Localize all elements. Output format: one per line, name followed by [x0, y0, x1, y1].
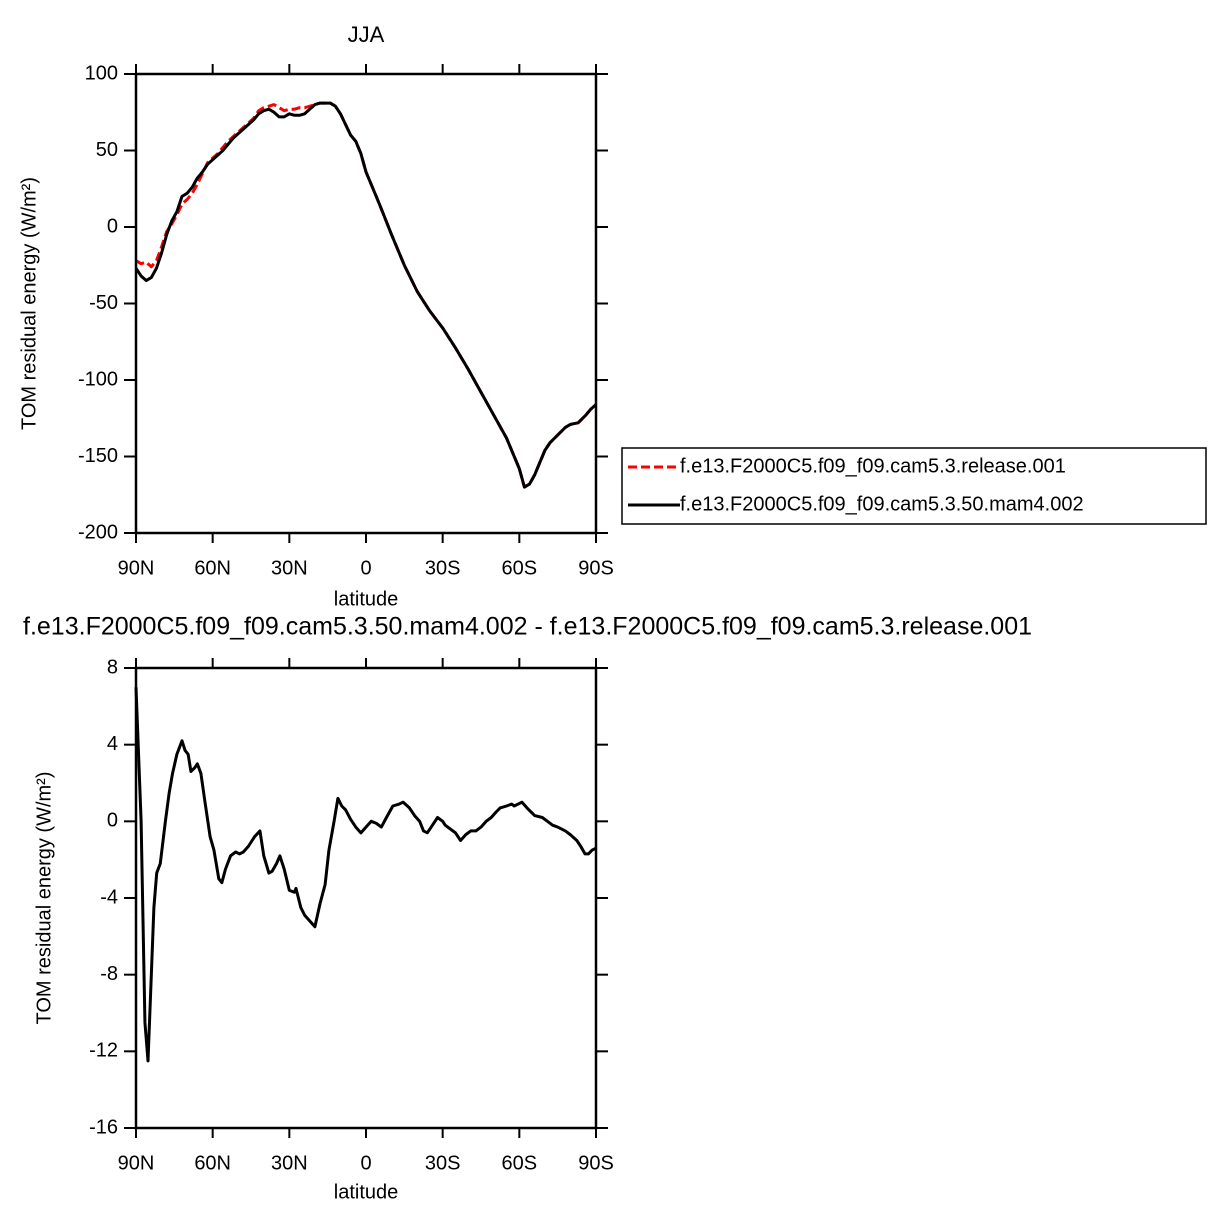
y-axis-label: TOM residual energy (W/m²)	[33, 771, 55, 1024]
legend-box	[621, 447, 1207, 525]
x-tick-label: 90N	[118, 1152, 155, 1174]
x-tick-label: 60S	[502, 1152, 538, 1174]
x-axis-label: latitude	[334, 588, 399, 610]
y-tick-label: -16	[89, 1116, 118, 1138]
legend-label: f.e13.F2000C5.f09_f09.cam5.3.50.mam4.002	[680, 493, 1084, 515]
y-tick-label: -150	[78, 445, 118, 467]
y-tick-label: -8	[100, 963, 118, 985]
y-tick-label: -200	[78, 521, 118, 543]
plot-frame	[134, 666, 598, 1130]
y-tick-label: -50	[89, 292, 118, 314]
x-tick-label: 30N	[271, 557, 308, 579]
x-tick-label: 0	[360, 557, 371, 579]
x-tick-label: 30N	[271, 1152, 308, 1174]
x-tick-label: 90S	[578, 1152, 614, 1174]
y-tick-label: -4	[100, 886, 118, 908]
x-tick-label: 60N	[194, 557, 231, 579]
data-line	[134, 687, 597, 1063]
y-tick-label: -12	[89, 1040, 118, 1062]
y-tick-label: 4	[107, 733, 118, 755]
x-tick-label: 60N	[194, 1152, 231, 1174]
x-tick-label: 90S	[578, 557, 614, 579]
data-line	[134, 101, 598, 489]
chart-title: f.e13.F2000C5.f09_f09.cam5.3.50.mam4.002…	[23, 613, 1032, 641]
x-tick-label: 30S	[425, 1152, 461, 1174]
y-tick-label: 0	[107, 810, 118, 832]
y-tick-label: 50	[96, 139, 118, 161]
x-tick-label: 0	[360, 1152, 371, 1174]
y-tick-label: 100	[85, 62, 118, 84]
y-axis-label: TOM residual energy (W/m²)	[18, 177, 40, 430]
x-tick-label: 30S	[425, 557, 461, 579]
y-tick-label: 0	[107, 215, 118, 237]
x-tick-label: 90N	[118, 557, 155, 579]
chart-title: JJA	[348, 22, 385, 47]
data-line	[135, 101, 598, 489]
plot-frame	[134, 72, 598, 535]
x-tick-label: 60S	[502, 557, 538, 579]
y-tick-label: 8	[107, 656, 118, 678]
x-axis-label: latitude	[334, 1181, 399, 1203]
legend-label: f.e13.F2000C5.f09_f09.cam5.3.release.001	[680, 455, 1066, 477]
y-tick-label: -100	[78, 368, 118, 390]
